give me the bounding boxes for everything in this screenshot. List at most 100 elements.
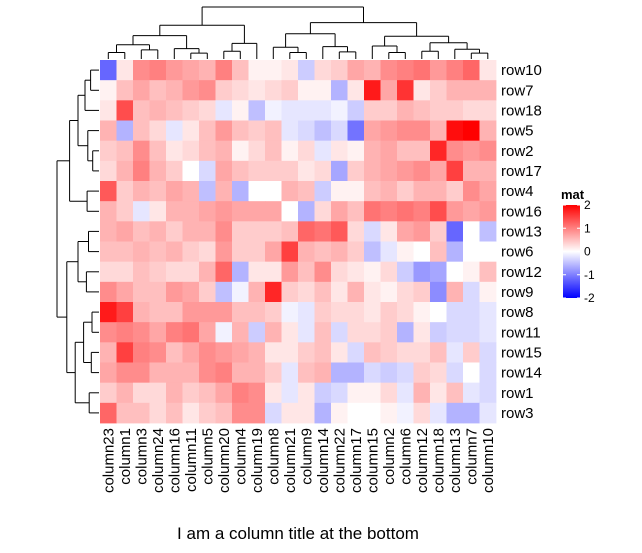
heatmap-cell (463, 140, 480, 162)
heatmap-cell (100, 322, 117, 343)
heatmap-cell (446, 241, 464, 263)
heatmap-cell (248, 60, 266, 81)
heatmap-cell (446, 342, 464, 363)
heatmap-cell (265, 241, 282, 263)
heatmap-cell (413, 60, 431, 81)
heatmap-cell (331, 261, 348, 283)
heatmap-cell (331, 60, 348, 81)
legend-tick-label: -1 (584, 268, 595, 282)
heatmap-cell (380, 322, 398, 343)
heatmap-cell (265, 362, 282, 384)
heatmap-cell (100, 241, 117, 263)
heatmap-cell (298, 362, 315, 384)
heatmap-cell (149, 302, 167, 323)
heatmap-cell (100, 181, 117, 202)
row-label: row5 (501, 123, 534, 140)
heatmap-cell (479, 80, 497, 101)
heatmap-cell (397, 140, 414, 162)
column-label: column6 (397, 428, 414, 485)
heatmap-cell (380, 302, 398, 323)
heatmap-cell (347, 120, 365, 142)
heatmap-cell (199, 80, 216, 101)
heatmap-cell (133, 221, 150, 242)
heatmap-cell (265, 140, 282, 162)
heatmap-cell (100, 140, 117, 162)
heatmap-cell (166, 60, 183, 81)
column-label: column4 (232, 428, 249, 485)
heatmap-cell (314, 402, 332, 424)
heatmap-cell (215, 160, 233, 182)
heatmap-cell (166, 160, 183, 182)
heatmap-cell (380, 241, 398, 263)
heatmap-cell (397, 181, 414, 202)
column-label: column1 (117, 428, 134, 485)
heatmap-cell (380, 382, 398, 404)
heatmap-cell (446, 80, 464, 101)
heatmap-cell (430, 382, 447, 404)
heatmap-cell (463, 60, 480, 81)
heatmap-cell (166, 342, 183, 363)
heatmap-cell (380, 281, 398, 303)
heatmap-cell (133, 100, 150, 121)
heatmap-cell (182, 342, 200, 363)
heatmap-cell (413, 342, 431, 363)
column-label: column19 (249, 428, 266, 493)
heatmap-cell (133, 120, 150, 142)
heatmap-cell (133, 342, 150, 363)
heatmap-cell (232, 261, 249, 283)
heatmap-cell (413, 80, 431, 101)
heatmap-cell (248, 181, 266, 202)
heatmap-cell (248, 160, 266, 182)
heatmap-cell (166, 221, 183, 242)
heatmap-cell (364, 201, 381, 222)
heatmap-cell (149, 221, 167, 242)
heatmap-cell (281, 322, 299, 343)
heatmap-cell (380, 261, 398, 283)
column-dendrogram (107, 6, 489, 59)
row-label: row16 (501, 203, 542, 220)
heatmap-cell (446, 322, 464, 343)
heatmap-cell (199, 201, 216, 222)
legend-tick-label: -2 (584, 291, 595, 305)
heatmap-cell (380, 100, 398, 121)
heatmap-cell (314, 181, 332, 202)
heatmap-cell (364, 160, 381, 182)
heatmap-cell (364, 342, 381, 363)
heatmap-cell (149, 342, 167, 363)
heatmap-cell (430, 100, 447, 121)
heatmap-cell (265, 201, 282, 222)
heatmap-cell (413, 140, 431, 162)
heatmap-cell (397, 160, 414, 182)
heatmap-cell (463, 241, 480, 263)
heatmap-cell (347, 221, 365, 242)
heatmap-cell (347, 241, 365, 263)
heatmap-cell (248, 140, 266, 162)
heatmap-cell (364, 281, 381, 303)
heatmap-cell (100, 60, 117, 81)
heatmap-cell (281, 181, 299, 202)
heatmap-cell (380, 160, 398, 182)
heatmap-cell (166, 120, 183, 142)
heatmap-cell (116, 140, 134, 162)
heatmap-cell (397, 322, 414, 343)
heatmap-cell (116, 241, 134, 263)
heatmap-cell (215, 302, 233, 323)
heatmap-cell (281, 382, 299, 404)
heatmap-cell (199, 120, 216, 142)
heatmap-cell (397, 201, 414, 222)
heatmap-cell (314, 160, 332, 182)
heatmap-cell (100, 382, 117, 404)
heatmap-cell (265, 120, 282, 142)
heatmap-cell (199, 100, 216, 121)
heatmap-cell (430, 322, 447, 343)
heatmap-cell (347, 140, 365, 162)
heatmap-cell (100, 402, 117, 424)
heatmap-cell (397, 302, 414, 323)
heatmap-cell (397, 362, 414, 384)
heatmap-cell (413, 241, 431, 263)
heatmap-cell (364, 221, 381, 242)
heatmap-cell (248, 80, 266, 101)
heatmap-cell (116, 281, 134, 303)
heatmap-cell (479, 281, 497, 303)
